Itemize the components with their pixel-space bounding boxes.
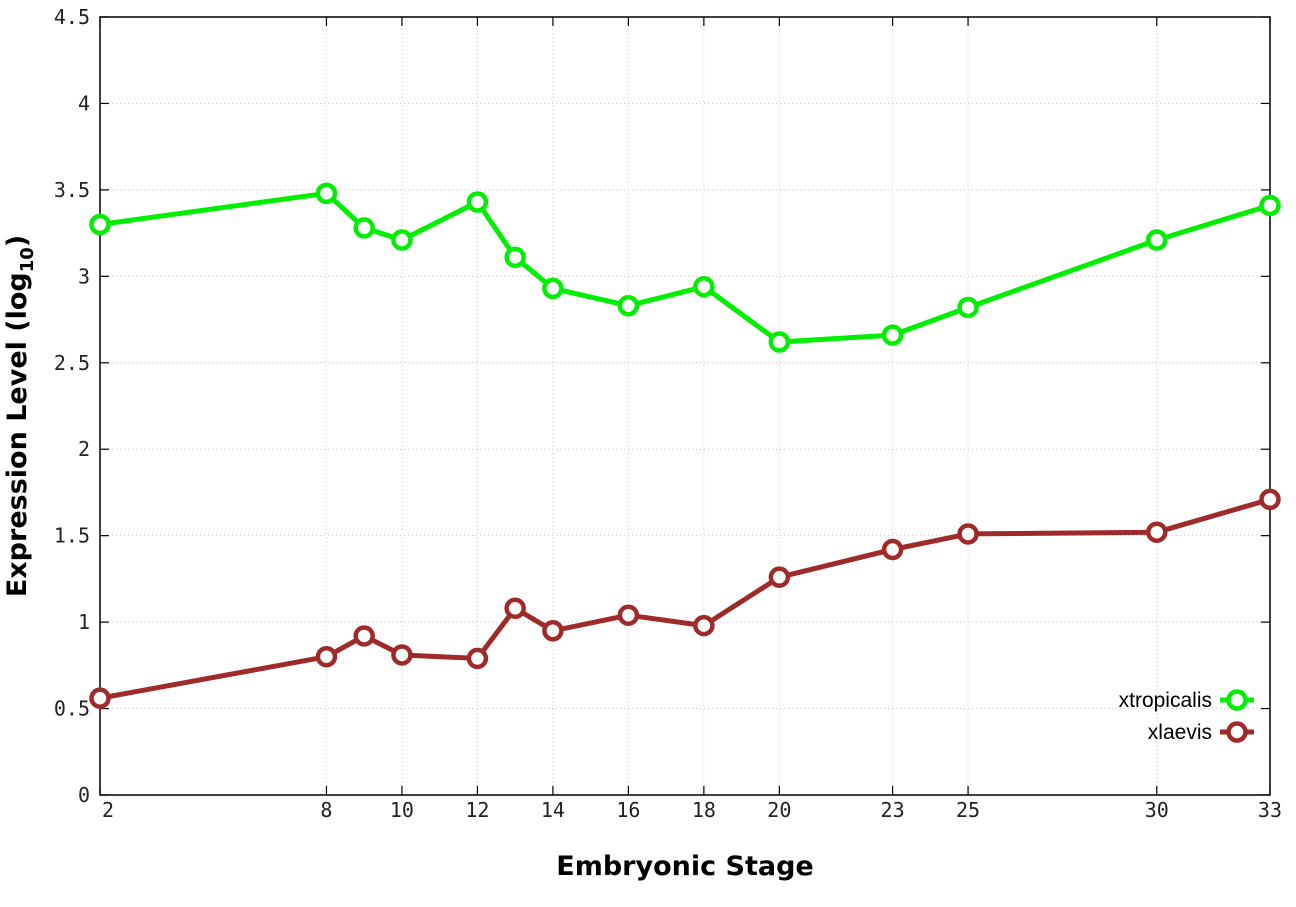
x-tick-label: 12 bbox=[465, 798, 489, 822]
y-tick-label: 1 bbox=[78, 610, 90, 634]
y-tick-label: 0.5 bbox=[54, 697, 90, 721]
x-tick-label: 16 bbox=[616, 798, 640, 822]
data-point bbox=[693, 614, 715, 637]
y-tick-label: 3 bbox=[78, 264, 90, 288]
data-point bbox=[504, 246, 526, 269]
y-tick-label: 3.5 bbox=[54, 178, 90, 202]
x-axis-title: Embryonic Stage bbox=[556, 851, 813, 882]
data-point bbox=[768, 331, 791, 353]
data-point bbox=[693, 275, 715, 298]
legend-marker bbox=[1226, 689, 1248, 711]
data-point bbox=[542, 277, 564, 300]
data-point bbox=[504, 597, 526, 620]
y-tick-label: 4.5 bbox=[54, 5, 90, 29]
y-tick-label: 2.5 bbox=[54, 351, 90, 375]
data-point bbox=[617, 604, 640, 626]
x-tick-label: 14 bbox=[541, 798, 565, 822]
y-axis-title: Expression Level (log10) bbox=[2, 235, 38, 597]
data-point bbox=[466, 647, 489, 670]
data-point bbox=[391, 644, 413, 666]
series-layer bbox=[89, 182, 1281, 709]
x-tick-label: 33 bbox=[1258, 798, 1282, 822]
data-point bbox=[1259, 488, 1281, 511]
axis-ticks: 0 0.5 1 1.5 2 2.5 3 3.5 4 4.5 2 8 10 12 14 16 18 20 23 25 30… bbox=[54, 5, 1282, 822]
data-point bbox=[881, 324, 904, 346]
series-line-xlaevis bbox=[99, 496, 1271, 701]
series-xlaevis bbox=[89, 488, 1281, 709]
data-point bbox=[957, 523, 979, 545]
x-tick-label: 23 bbox=[881, 798, 905, 822]
data-point bbox=[542, 620, 564, 642]
data-point bbox=[1259, 194, 1281, 217]
x-tick-label: 20 bbox=[767, 798, 791, 822]
plot-frame bbox=[99, 16, 1271, 796]
y-axis-title-main: Expression Level (log bbox=[2, 272, 33, 597]
y-tick-label: 0 bbox=[78, 783, 90, 807]
series-line-xtropicalis bbox=[99, 190, 1271, 345]
x-tick-label: 25 bbox=[956, 798, 980, 822]
y-axis-title-subscript: 10 bbox=[17, 247, 38, 272]
x-tick-label: 18 bbox=[692, 798, 716, 822]
x-tick-label: 8 bbox=[320, 798, 332, 822]
data-point bbox=[617, 294, 640, 317]
data-point bbox=[89, 687, 111, 709]
legend: xtropicalis xlaevis bbox=[1119, 689, 1254, 744]
series-xtropicalis bbox=[89, 182, 1281, 353]
grid bbox=[100, 17, 1270, 795]
data-point bbox=[353, 217, 375, 239]
y-tick-label: 4 bbox=[78, 91, 90, 115]
x-tick-label: 30 bbox=[1145, 798, 1169, 822]
legend-label: xlaevis bbox=[1148, 721, 1212, 744]
x-tick-label: 2 bbox=[102, 798, 114, 822]
y-tick-label: 1.5 bbox=[54, 524, 90, 548]
data-point bbox=[391, 229, 413, 251]
data-point bbox=[353, 625, 375, 647]
x-tick-label: 10 bbox=[390, 798, 414, 822]
data-point bbox=[89, 213, 111, 236]
data-point bbox=[1146, 521, 1168, 543]
data-point bbox=[881, 538, 904, 561]
legend-label: xtropicalis bbox=[1119, 689, 1212, 712]
y-axis-title-close: ) bbox=[2, 235, 33, 247]
data-point bbox=[957, 296, 979, 319]
data-point bbox=[315, 182, 338, 205]
data-point bbox=[768, 566, 791, 588]
data-point bbox=[1146, 229, 1168, 251]
data-point bbox=[466, 191, 489, 213]
legend-marker bbox=[1226, 721, 1248, 743]
y-tick-label: 2 bbox=[78, 437, 90, 461]
data-point bbox=[315, 645, 338, 668]
